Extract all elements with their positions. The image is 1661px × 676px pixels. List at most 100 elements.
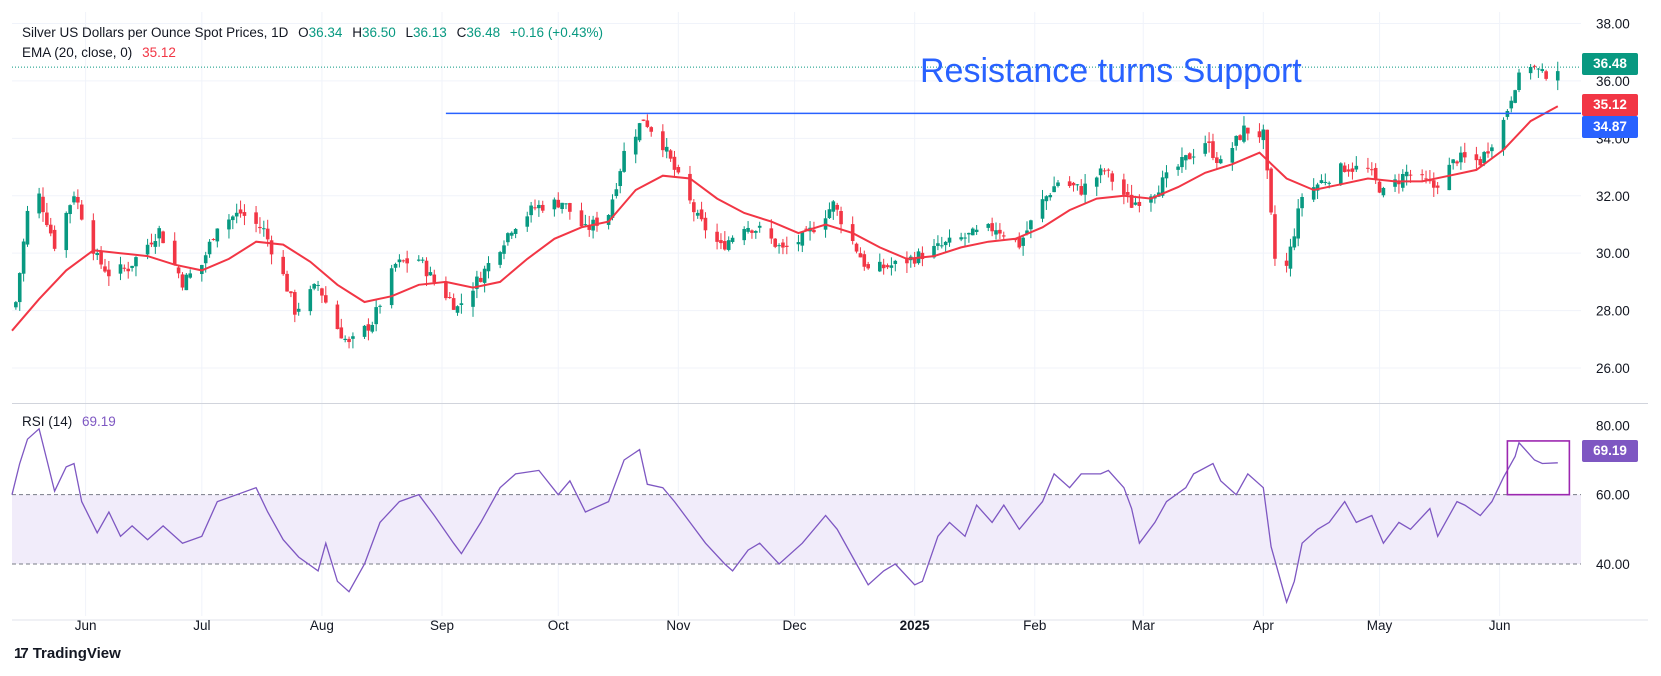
candle-body [1435,185,1440,188]
candle-body [1094,177,1099,187]
candle-body [296,308,301,312]
candle-body [1431,180,1436,188]
candle-body [1215,157,1219,163]
rsi-legend: RSI (14) 69.19 [22,414,116,429]
candle-body [560,202,564,209]
candle-body [1207,141,1211,143]
candle-body [424,260,429,277]
candle-body [320,288,324,296]
candle-body [254,212,258,224]
price-tick-label: 36.00 [1596,74,1630,89]
candle-body [726,240,731,250]
candle-body [91,220,96,254]
candle-body [1067,181,1072,187]
candle-body [568,203,572,212]
candle-body [1234,135,1239,146]
candle-body [1408,174,1413,176]
candle-body [1296,208,1300,239]
candle-body [533,207,537,209]
tradingview-brand[interactable]: 17 TradingView [14,645,121,662]
candle-body [645,120,650,127]
low-value: 36.13 [413,25,447,40]
candle-body [1339,163,1343,185]
candle-body [1017,236,1022,248]
candle-body [1474,154,1479,161]
candle-body [1257,131,1262,138]
candle-body [157,228,162,239]
candle-body [552,199,557,210]
candle-body [1137,201,1142,206]
candle-body [389,268,394,306]
candle-body [866,264,870,269]
candle-body [715,231,719,242]
candle-body [1393,179,1397,187]
rsi-line [11,427,1558,605]
change-value: +0.16 (+0.43%) [509,25,603,40]
candle-body [1323,181,1328,183]
candle-body [509,232,514,236]
candle-body [126,268,131,272]
candle-body [1292,236,1297,248]
candle-body [269,240,274,255]
price-tick-label: 28.00 [1596,304,1630,319]
candle-body [1381,187,1386,196]
time-tick-label: Oct [548,618,569,633]
candle-body [777,245,781,247]
candle-body [103,266,107,272]
candle-body [1509,100,1514,109]
candle-body [362,325,367,337]
candle-body [719,240,723,244]
candle-body [1346,169,1351,172]
candle-body [41,196,45,213]
price-tick-label: 38.00 [1596,16,1630,31]
candle-body [184,274,189,291]
candle-body [1218,159,1223,164]
time-tick-label: Nov [666,618,690,633]
price-panel [11,61,1581,349]
candle-body [618,171,623,187]
candle-body [587,225,592,230]
candle-body [881,264,886,269]
candle-body [1021,237,1025,246]
candle-body [1528,66,1533,74]
candle-body [800,232,805,246]
candle-body [1486,151,1490,154]
candle-body [281,256,285,275]
ema-line [11,105,1559,332]
candle-body [1203,143,1208,154]
candle-body [703,217,708,231]
candle-body [1370,169,1374,171]
candle-body [1319,180,1324,184]
candle-body [695,212,700,216]
candle-body [947,237,952,243]
candle-body [312,283,316,289]
candle-body [1098,168,1103,176]
candle-body [773,238,777,247]
candle-body [432,274,437,283]
candle-body [502,245,506,254]
candle-body [1269,168,1273,213]
price-badge: 36.48 [1582,53,1638,75]
price-tick-label: 26.00 [1596,361,1630,376]
candle-body [447,296,452,299]
rsi-tick-label: 80.00 [1596,418,1630,433]
candle-body [1424,178,1428,180]
candle-body [936,243,940,246]
candle-body [986,223,991,228]
candle-body [633,136,638,155]
candle-body [506,233,510,243]
candle-body [1238,135,1242,140]
candle-body [1044,196,1049,202]
candle-body [471,290,475,307]
candle-body [1102,170,1107,172]
candle-body [839,211,843,225]
candle-body [130,265,134,268]
candle-body [796,242,801,245]
candle-body [757,225,762,228]
candle-body [1083,183,1087,195]
brand-label: TradingView [32,645,121,662]
candle-body [699,209,704,220]
candle-body [285,273,289,292]
candle-body [1129,194,1134,208]
